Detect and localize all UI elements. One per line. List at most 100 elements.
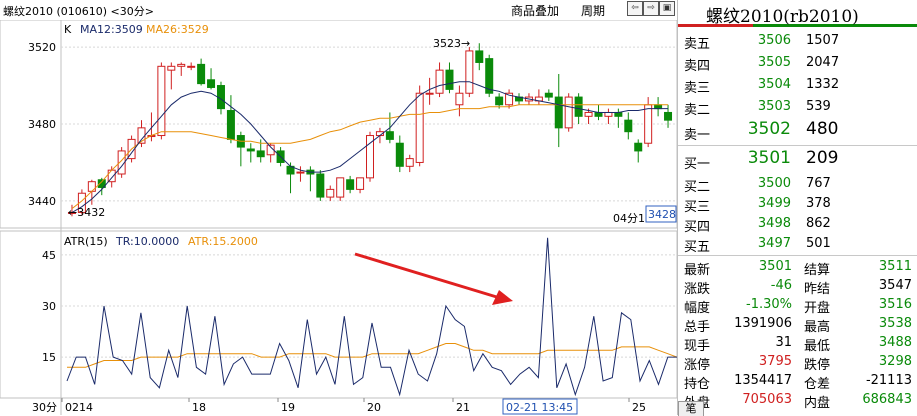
price-chart[interactable]: 3520 3480 3440 K MA12:3509 MA26:3529 3523→ ←343… bbox=[0, 20, 677, 415]
stat-row: 涨停 3795 跌停 3298 bbox=[678, 354, 917, 373]
change-bar-red bbox=[678, 24, 753, 27]
bid-label: 买三 bbox=[684, 200, 711, 215]
max-price-annotation: 3523→ bbox=[433, 37, 470, 50]
candle-body bbox=[177, 63, 186, 67]
ask-label: 卖一 bbox=[684, 128, 711, 143]
ask-row[interactable]: 卖一 3502 480 bbox=[678, 119, 917, 143]
price-tick-label: 3440 bbox=[28, 195, 56, 208]
overlay-button[interactable]: 商品叠加 bbox=[511, 4, 560, 18]
stat-value: 3795 bbox=[758, 354, 792, 369]
stat-label: 现手 bbox=[684, 339, 711, 354]
candle-body bbox=[574, 96, 583, 117]
candle-body bbox=[366, 135, 374, 179]
candle-body bbox=[187, 65, 196, 68]
bid-row[interactable]: 买二 3500 767 bbox=[678, 174, 917, 196]
period-button[interactable]: 周期 bbox=[581, 4, 606, 18]
ask-row[interactable]: 卖五 3506 1507 bbox=[678, 31, 917, 53]
stat-value: 3516 bbox=[878, 297, 912, 312]
stat-value: -46 bbox=[770, 278, 792, 293]
stat-value: -1.30% bbox=[746, 297, 792, 312]
atr-tick-label: 15 bbox=[42, 351, 56, 364]
ma26-line bbox=[71, 104, 668, 209]
stat-value: 3547 bbox=[878, 278, 912, 293]
ask-row[interactable]: 卖四 3505 2047 bbox=[678, 53, 917, 75]
stat-row: 总手 1391906 最高 3538 bbox=[678, 316, 917, 335]
tab-bi[interactable]: 笔 bbox=[678, 401, 704, 416]
bid-row[interactable]: 买五 3497 501 bbox=[678, 234, 917, 256]
ask-label: 卖二 bbox=[684, 103, 711, 118]
ask-price: 3504 bbox=[757, 77, 791, 92]
cursor-price-label: 3428 bbox=[648, 208, 676, 221]
candle-body bbox=[634, 142, 643, 152]
candle-body bbox=[207, 79, 216, 88]
fullscreen-icon[interactable]: ▣ bbox=[659, 1, 675, 16]
bid-volume: 209 bbox=[806, 148, 839, 168]
bid-label: 买二 bbox=[684, 180, 711, 195]
candle-body bbox=[77, 192, 86, 213]
ask-row[interactable]: 卖二 3503 539 bbox=[678, 97, 917, 119]
bid-label: 买五 bbox=[684, 240, 711, 255]
bid-row[interactable]: 买三 3499 378 bbox=[678, 194, 917, 216]
candle-body bbox=[395, 142, 404, 167]
bid-volume: 767 bbox=[806, 176, 831, 191]
candle-body bbox=[197, 63, 206, 85]
x-tick-label: 20 bbox=[367, 401, 381, 414]
candle-body bbox=[246, 148, 255, 152]
candle-body bbox=[356, 177, 365, 190]
candle-body bbox=[495, 96, 504, 106]
ask-price: 3503 bbox=[757, 99, 791, 114]
bid-row[interactable]: 买一 3501 209 bbox=[678, 148, 917, 172]
candle-body bbox=[614, 111, 623, 117]
candle-body bbox=[97, 179, 106, 188]
bid-label: 买四 bbox=[684, 220, 711, 235]
atr-indicator-label: ATR(15) bbox=[64, 235, 108, 248]
stat-label: 最低 bbox=[804, 339, 831, 354]
ask-price: 3505 bbox=[757, 55, 791, 70]
bid-volume: 501 bbox=[806, 236, 831, 251]
candle-body bbox=[505, 92, 514, 106]
stat-value: 3538 bbox=[878, 316, 912, 331]
cursor-price-box bbox=[645, 205, 677, 223]
symbol-header: 螺纹2010(rb2010) bbox=[678, 0, 917, 27]
candle-body bbox=[584, 111, 593, 117]
candle-body bbox=[167, 65, 176, 71]
candle-body bbox=[415, 92, 424, 163]
candle-body bbox=[425, 92, 434, 95]
ask-volume: 1507 bbox=[806, 33, 840, 48]
atr-pane bbox=[0, 230, 677, 399]
min-price-annotation: ←3432 bbox=[68, 206, 105, 219]
atr-value-label: ATR:15.2000 bbox=[188, 235, 258, 248]
candle-body bbox=[336, 177, 345, 198]
atr-tick-label: 30 bbox=[42, 300, 56, 313]
quote-panel: 螺纹2010(rb2010) 卖五 3506 1507 卖四 3505 2047 卖三 350… bbox=[677, 0, 917, 416]
stat-value: 1354417 bbox=[734, 373, 792, 388]
bid-price: 3501 bbox=[747, 148, 791, 168]
x-tick-label: 19 bbox=[281, 401, 295, 414]
kline-label: K bbox=[64, 23, 72, 36]
ask-volume: 1332 bbox=[806, 77, 840, 92]
stat-row: 持仓 1354417 仓差 -21113 bbox=[678, 373, 917, 392]
stat-value: 31 bbox=[775, 335, 792, 350]
arrow-left-icon[interactable]: ⇦ bbox=[627, 1, 643, 16]
arrow-right-icon[interactable]: ⇨ bbox=[643, 1, 659, 16]
stat-value: 3501 bbox=[758, 259, 792, 274]
candle-body bbox=[445, 69, 454, 90]
tr-line bbox=[66, 237, 677, 397]
ask-row[interactable]: 卖三 3504 1332 bbox=[678, 75, 917, 97]
candle-body bbox=[296, 171, 305, 174]
bid-row[interactable]: 买四 3498 862 bbox=[678, 214, 917, 236]
candle-body bbox=[564, 96, 573, 129]
ma26-label: MA26:3529 bbox=[146, 23, 209, 36]
stat-row: 现手 31 最低 3488 bbox=[678, 335, 917, 354]
candle-body bbox=[465, 50, 474, 94]
price-tick-label: 3480 bbox=[28, 118, 56, 131]
candle-body bbox=[554, 96, 563, 129]
cursor-time-box bbox=[502, 398, 578, 415]
candle-body bbox=[226, 110, 235, 140]
chart-title: 螺纹2010 (010610) <30分> bbox=[3, 5, 154, 18]
stat-value: 3511 bbox=[878, 259, 912, 274]
bid-volume: 378 bbox=[806, 196, 831, 211]
bid-price: 3497 bbox=[757, 236, 791, 251]
candle-body bbox=[316, 173, 325, 198]
cursor-time-label: 04分1 bbox=[613, 212, 645, 225]
